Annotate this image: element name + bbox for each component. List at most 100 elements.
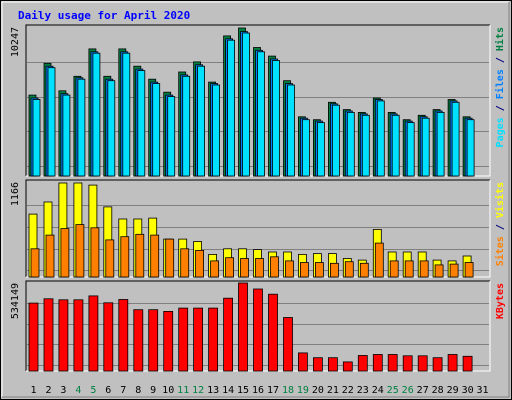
- x-axis-labels: 1 2 3 4 5 6 7 8 9 10 11 12 13 14 15 16 17 18 19 20 21 22 23 24 2…: [30, 385, 488, 396]
- bar-pages-day-8: [137, 70, 146, 177]
- x-tick-label: 11: [177, 385, 189, 396]
- x-tick-label: 1: [30, 385, 36, 396]
- bar-pages-day-11: [182, 75, 191, 177]
- bar-pages-day-3: [62, 94, 71, 177]
- bar-pages-day-28: [436, 112, 445, 177]
- bar-sites-day-8: [135, 233, 145, 278]
- bar-sites-day-14: [225, 257, 235, 278]
- series-axis-label-part: Pages: [495, 117, 506, 147]
- bar-pages-day-30: [466, 119, 475, 177]
- x-tick-label: 26: [402, 385, 414, 396]
- bar-kbytes-day-27: [417, 355, 428, 372]
- series-axis-label-part: Files: [494, 69, 506, 99]
- bar-sites-day-5: [90, 227, 100, 278]
- bar-pages-day-24: [376, 100, 385, 177]
- x-tick-label: 12: [192, 385, 204, 396]
- x-tick-label: 6: [105, 385, 111, 396]
- x-tick-label: 8: [135, 385, 141, 396]
- bar-pages-day-13: [212, 84, 221, 177]
- bar-kbytes-day-5: [88, 295, 99, 372]
- series-axis-label-part: KBytes: [495, 283, 506, 319]
- bar-pages-day-17: [272, 60, 280, 177]
- bar-kbytes-day-15: [238, 282, 248, 372]
- bar-pages-day-20: [316, 122, 325, 177]
- x-tick-label: 14: [222, 385, 234, 396]
- bar-kbytes-day-29: [447, 354, 458, 372]
- bar-pages-day-2: [47, 67, 56, 177]
- bar-sites-day-11: [180, 248, 190, 278]
- bar-sites-day-10: [165, 238, 175, 278]
- bar-sites-day-16: [255, 258, 264, 278]
- bar-pages-day-19: [301, 119, 310, 177]
- bar-kbytes-day-30: [462, 355, 473, 372]
- bar-kbytes-day-4: [73, 299, 84, 372]
- bar-kbytes-day-9: [148, 309, 159, 372]
- chart-panels: 10247 Pages / Files / Hits 1166 Sites / Vis…: [10, 24, 506, 372]
- x-tick-label: 23: [357, 385, 369, 396]
- bar-sites-day-7: [120, 236, 130, 278]
- bar-sites-day-19: [299, 262, 309, 278]
- bar-kbytes-day-11: [178, 307, 189, 372]
- panel-kbytes: 534149 KBytes: [10, 280, 506, 372]
- bar-pages-day-18: [287, 84, 295, 177]
- bar-sites-day-24: [374, 242, 384, 278]
- bar-pages-day-12: [197, 65, 206, 177]
- panel-visits-sites: 1166 Sites / Visits: [10, 179, 506, 278]
- bar-kbytes-day-24: [372, 354, 383, 372]
- x-tick-label: 3: [60, 385, 66, 396]
- x-tick-label: 10: [162, 385, 174, 396]
- x-tick-label: 27: [417, 385, 429, 396]
- bar-sites-day-22: [344, 261, 354, 278]
- bar-sites-day-18: [285, 260, 294, 278]
- bar-kbytes-day-8: [133, 309, 144, 372]
- bar-sites-day-27: [419, 260, 429, 278]
- bar-pages-day-7: [122, 52, 131, 177]
- bar-kbytes-day-13: [208, 307, 219, 372]
- plot-border-top-left: [25, 24, 490, 176]
- bar-sites-day-13: [210, 260, 220, 278]
- bar-kbytes-day-10: [163, 310, 174, 372]
- bar-kbytes-day-23: [357, 355, 368, 372]
- bar-sites-day-1: [30, 248, 40, 278]
- bar-sites-day-6: [105, 239, 115, 278]
- x-tick-label: 30: [462, 385, 474, 396]
- bar-kbytes-day-2: [43, 298, 54, 372]
- bar-kbytes-day-6: [103, 302, 114, 372]
- bar-sites-day-12: [195, 249, 205, 278]
- series-axis-label-part: Hits: [494, 27, 506, 51]
- bar-kbytes-day-18: [283, 317, 293, 372]
- panel-hits-files-pages: 10247 Pages / Files / Hits: [10, 24, 506, 177]
- bar-kbytes-day-26: [402, 355, 413, 372]
- series-axis-label: KBytes: [495, 283, 506, 319]
- series-axis-label: Pages / Files / Hits: [494, 27, 506, 147]
- bar-kbytes-day-14: [223, 297, 234, 372]
- bar-pages-day-21: [331, 104, 340, 177]
- x-tick-label: 25: [387, 385, 399, 396]
- x-tick-label: 5: [90, 385, 96, 396]
- x-tick-label: 19: [297, 385, 309, 396]
- bar-kbytes-day-3: [58, 299, 69, 372]
- bar-sites-day-9: [150, 234, 160, 278]
- bar-pages-day-4: [77, 78, 86, 177]
- plot-border-top-left: [25, 280, 490, 371]
- bar-sites-day-2: [45, 234, 55, 278]
- x-tick-label: 18: [282, 385, 294, 396]
- bar-pages-day-29: [451, 101, 460, 177]
- x-tick-label: 22: [342, 385, 354, 396]
- x-tick-label: 16: [252, 385, 264, 396]
- bar-pages-day-6: [107, 80, 116, 177]
- bar-sites-day-4: [75, 224, 85, 278]
- bar-kbytes-day-12: [193, 307, 204, 372]
- bar-pages-day-26: [406, 122, 415, 177]
- bar-sites-day-23: [359, 262, 369, 278]
- x-tick-label: 24: [372, 385, 384, 396]
- bar-pages-day-16: [257, 51, 265, 177]
- x-tick-label: 28: [432, 385, 444, 396]
- bar-pages-day-22: [346, 112, 355, 177]
- x-tick-label: 31: [476, 385, 488, 396]
- bar-sites-day-25: [389, 260, 399, 278]
- series-axis-label-part: Sites: [494, 236, 506, 266]
- series-axis-label-part: /: [495, 99, 506, 117]
